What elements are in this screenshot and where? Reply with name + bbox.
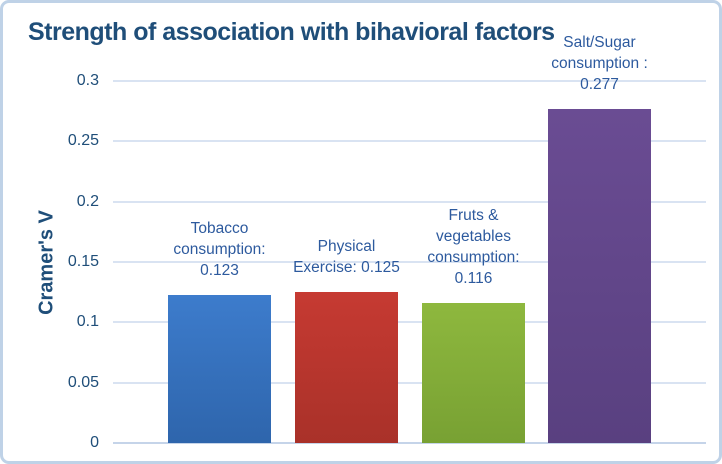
y-axis-tick-label: 0.2 (76, 192, 99, 210)
bar-label-line: Salt/Sugar (563, 33, 636, 51)
bar-label-line: consumption : (551, 54, 648, 72)
gridline (113, 321, 706, 324)
chart-title: Strength of association with bihavioral … (28, 18, 555, 46)
y-axis-tick-label: 0 (90, 434, 99, 451)
bar-label-salt-sugar-consumption: Salt/Sugar consumption : 0.277 (510, 32, 690, 95)
bar-label-line: 0.277 (580, 75, 619, 93)
bar-label-line: Physical (317, 238, 376, 256)
bar-label-line: Exercise: 0.125 (293, 259, 400, 277)
y-axis-tick-label: 0.05 (67, 373, 99, 391)
gridline (113, 381, 706, 384)
bar-salt-sugar-consumption (548, 108, 651, 443)
bar-label-physical-exercise: Physical Exercise: 0.125 (257, 236, 437, 278)
y-axis-tick-label: 0.25 (67, 132, 99, 150)
gridline (113, 261, 706, 263)
bar-fruts-vegetables-consumption (422, 303, 525, 443)
x-axis-line (113, 442, 706, 444)
bar-label-line: Tobacco (190, 219, 249, 237)
bar-label-line: consumption: (173, 240, 266, 258)
bar-tobacco-consumption (168, 294, 271, 443)
gridline (113, 80, 706, 82)
bar-label-fruts-vegetables-consumption: Fruts & vegetables consumption: 0.116 (384, 205, 564, 289)
y-axis-tick-label: 0.1 (76, 313, 99, 331)
bar-label-line: consumption: (427, 249, 520, 267)
y-axis-tick-label: 0.15 (67, 253, 99, 270)
gridline (113, 200, 706, 203)
y-axis-tick-label: 0.3 (76, 72, 99, 89)
bar-label-line: 0.123 (200, 261, 239, 279)
gridline (113, 140, 706, 143)
bar-label-tobacco-consumption: Tobacco consumption: 0.123 (130, 218, 310, 281)
bar-label-line: vegetables (436, 228, 511, 246)
bar-label-line: 0.116 (454, 270, 493, 288)
bar-physical-exercise (295, 292, 398, 443)
bar-label-line: Fruts & (448, 207, 499, 225)
